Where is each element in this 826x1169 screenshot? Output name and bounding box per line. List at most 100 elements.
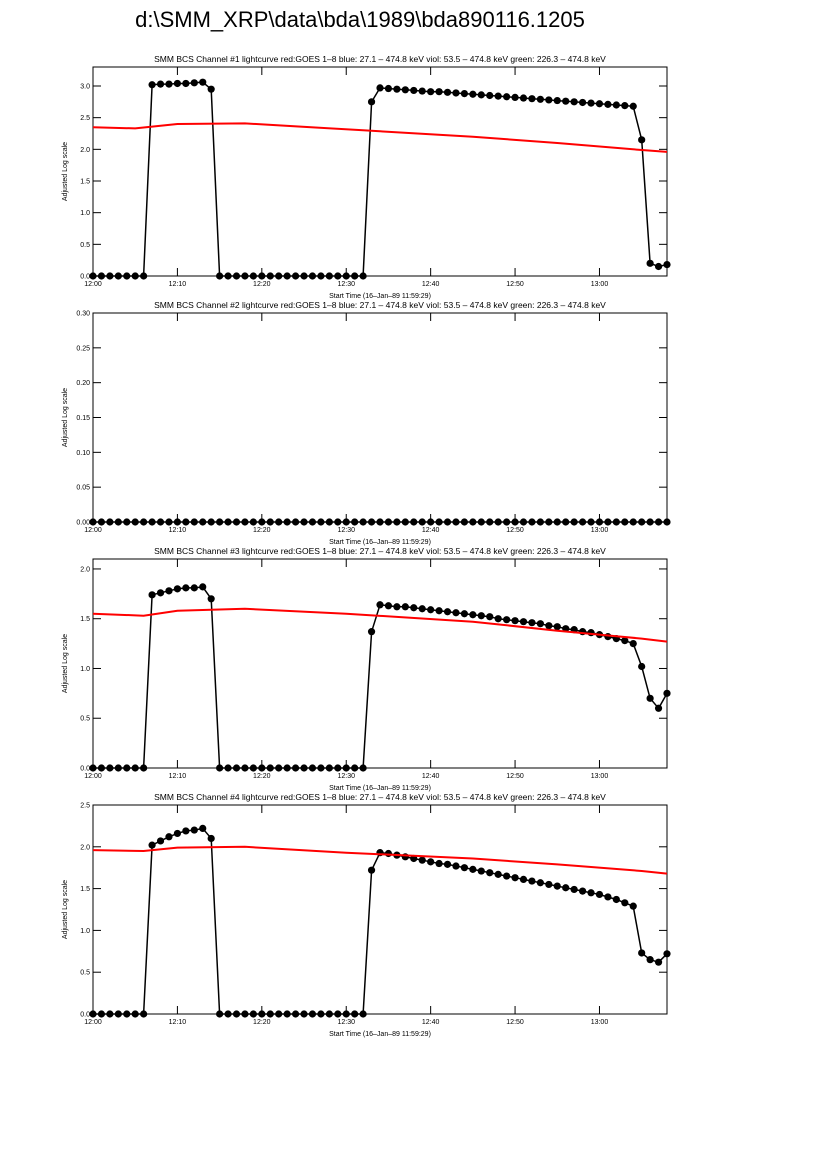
data-point (300, 272, 308, 280)
data-point (156, 589, 165, 597)
y-tick-label: 1.5 (80, 179, 90, 186)
x-tick-label: 12:30 (337, 1019, 355, 1026)
data-point (401, 518, 409, 526)
data-point (376, 601, 384, 609)
data-point (249, 1010, 257, 1018)
data-point (148, 841, 156, 849)
data-point (646, 518, 654, 526)
data-point (342, 764, 350, 772)
data-point (359, 1010, 367, 1018)
data-point (317, 1010, 325, 1018)
x-tick-label: 12:30 (337, 527, 355, 534)
x-tick-label: 12:50 (506, 1019, 524, 1026)
data-point (410, 86, 418, 95)
data-point (612, 101, 620, 109)
x-axis-label: Start Time (16–Jan–89 11:59:29) (329, 293, 431, 300)
data-point (317, 518, 325, 526)
data-point (325, 518, 333, 526)
data-point (503, 872, 511, 880)
data-point (334, 272, 342, 280)
data-point (621, 899, 629, 907)
data-point (519, 94, 528, 102)
data-point (435, 607, 443, 615)
x-axis-label: Start Time (16–Jan–89 11:59:29) (329, 785, 431, 792)
data-point (384, 84, 393, 93)
data-point (207, 518, 215, 526)
data-point (604, 893, 612, 901)
data-point (266, 1010, 274, 1018)
x-tick-label: 12:20 (253, 281, 271, 288)
data-point (359, 764, 367, 772)
data-point (578, 98, 587, 107)
data-point (249, 764, 257, 772)
data-point (376, 84, 384, 92)
data-point (351, 764, 359, 772)
data-point (587, 99, 595, 107)
data-point (258, 764, 266, 772)
data-point (182, 584, 190, 592)
data-point (317, 764, 325, 772)
data-point (410, 604, 418, 612)
x-tick-label: 12:50 (506, 281, 524, 288)
x-tick-label: 12:50 (506, 773, 524, 780)
data-point (266, 518, 274, 526)
data-point (224, 518, 232, 526)
data-point (207, 85, 215, 93)
data-point (427, 606, 435, 614)
data-point (646, 956, 654, 964)
y-tick-label: 2.5 (80, 115, 90, 122)
data-point (291, 272, 300, 280)
data-point (165, 587, 173, 595)
data-point (207, 834, 215, 843)
y-tick-label: 0.0 (80, 274, 90, 281)
data-point (97, 272, 106, 280)
data-point (216, 518, 224, 526)
data-point (275, 764, 283, 772)
data-point (224, 1010, 232, 1018)
x-tick-label: 13:00 (591, 1019, 609, 1026)
data-point (266, 272, 274, 280)
data-point (477, 518, 485, 526)
page-title: d:\SMM_XRP\data\bda\1989\bda890116.1205 (135, 7, 585, 32)
data-point (148, 591, 156, 599)
data-point (283, 764, 291, 772)
data-point (106, 518, 114, 526)
y-tick-label: 0.05 (76, 485, 90, 492)
data-point (418, 605, 426, 613)
data-point (460, 864, 469, 872)
y-tick-label: 2.0 (80, 844, 90, 851)
data-point (511, 93, 519, 101)
data-point (545, 880, 553, 889)
data-point (435, 518, 443, 526)
data-point (638, 518, 646, 526)
data-point (553, 518, 561, 526)
panel-title: SMM BCS Channel #3 lightcurve red:GOES 1… (154, 546, 606, 556)
plot-frame (92, 558, 668, 769)
data-point (359, 518, 367, 526)
data-point (393, 603, 401, 611)
data-point (570, 518, 578, 526)
data-point (97, 1010, 106, 1018)
y-axis-label: Adjusted Log scale (62, 142, 69, 201)
data-point (629, 518, 637, 526)
data-point (443, 518, 452, 526)
data-point (654, 958, 663, 966)
data-point (519, 518, 528, 526)
x-tick-label: 12:30 (337, 773, 355, 780)
series-line (92, 607, 668, 643)
data-point (367, 98, 376, 106)
data-point (308, 764, 317, 772)
data-point (325, 272, 333, 280)
data-point (156, 837, 165, 845)
x-tick-label: 12:30 (337, 281, 355, 288)
y-tick-label: 0.30 (76, 311, 90, 318)
data-point (300, 1010, 308, 1018)
data-point (123, 272, 131, 280)
x-tick-label: 12:10 (169, 281, 187, 288)
data-point (140, 272, 148, 280)
data-point (435, 88, 443, 96)
y-tick-label: 1.0 (80, 210, 90, 217)
data-point (536, 620, 544, 628)
data-point (97, 518, 106, 526)
data-point (477, 91, 485, 99)
